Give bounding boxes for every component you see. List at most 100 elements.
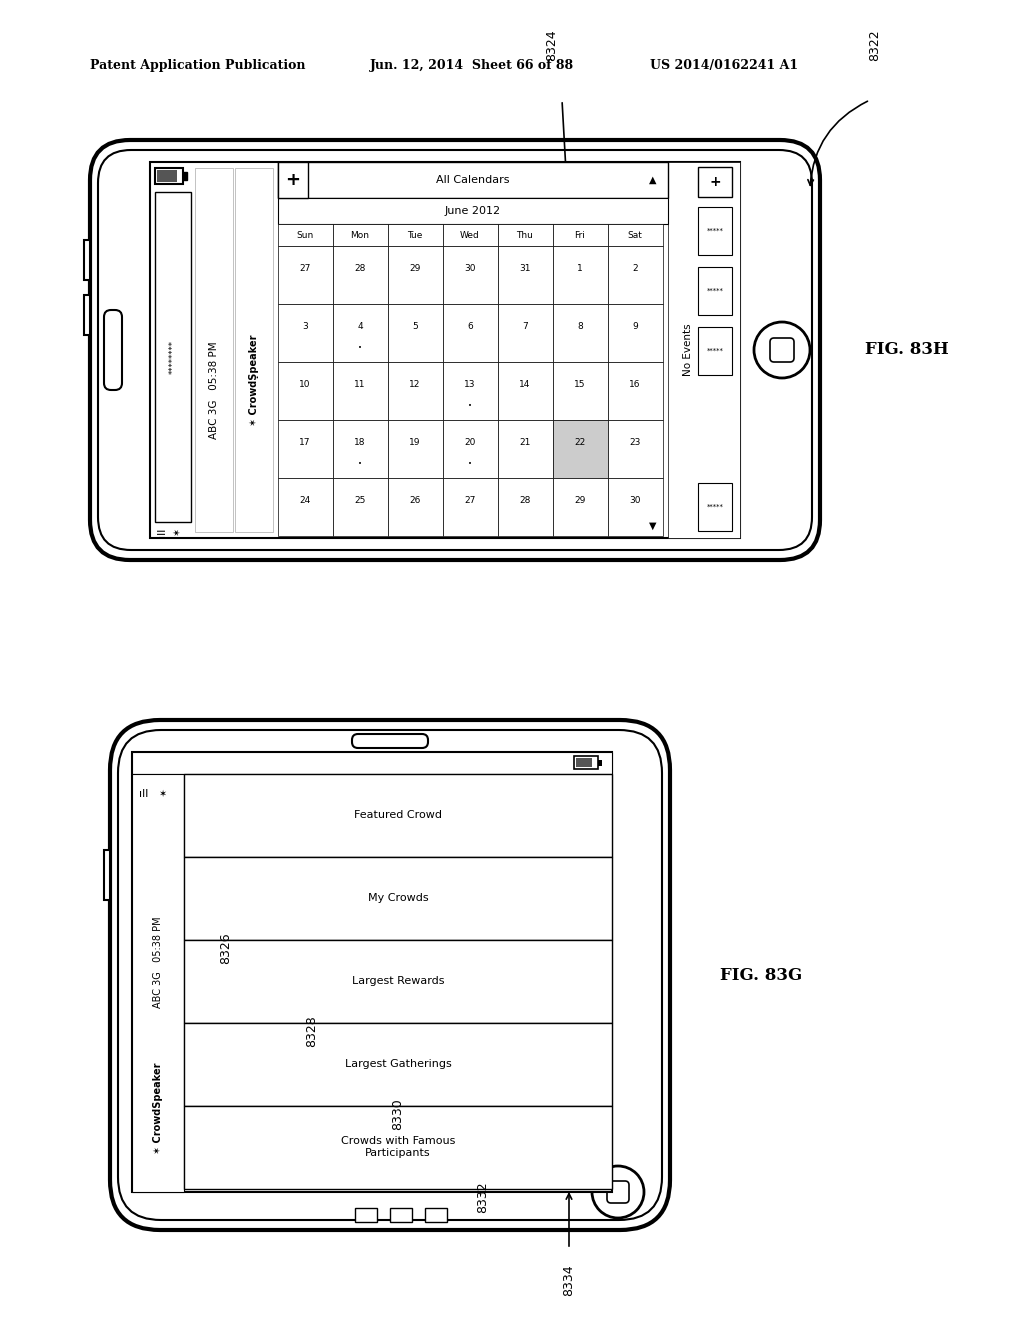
- Bar: [698, 483, 732, 531]
- Bar: [668, 162, 740, 539]
- Circle shape: [592, 1166, 644, 1218]
- Text: 8330: 8330: [391, 1098, 404, 1130]
- Bar: [333, 362, 388, 420]
- Text: *****: *****: [707, 348, 723, 354]
- Bar: [195, 168, 233, 532]
- Text: FIG. 83H: FIG. 83H: [865, 342, 949, 359]
- Bar: [698, 168, 732, 197]
- Text: •: •: [358, 345, 362, 351]
- Text: 13: 13: [464, 380, 476, 388]
- Bar: [278, 162, 668, 198]
- Text: 30: 30: [464, 264, 476, 272]
- Bar: [575, 758, 592, 767]
- Text: Fri: Fri: [574, 231, 586, 239]
- Bar: [278, 224, 333, 246]
- FancyBboxPatch shape: [118, 730, 662, 1220]
- Text: 24: 24: [299, 495, 310, 504]
- FancyBboxPatch shape: [770, 338, 794, 362]
- Text: 8324: 8324: [546, 29, 558, 61]
- Bar: [388, 478, 443, 536]
- Text: 1: 1: [578, 264, 583, 272]
- Text: Jun. 12, 2014  Sheet 66 of 88: Jun. 12, 2014 Sheet 66 of 88: [370, 58, 574, 71]
- Bar: [698, 267, 732, 315]
- Bar: [443, 304, 498, 362]
- Bar: [278, 478, 333, 536]
- Text: 8332: 8332: [476, 1181, 489, 1213]
- Text: 8334: 8334: [562, 1265, 575, 1296]
- Text: •: •: [468, 461, 472, 466]
- Text: Patent Application Publication: Patent Application Publication: [90, 58, 305, 71]
- Text: Tue: Tue: [408, 231, 423, 239]
- Text: ✶ CrowdṢpeaker: ✶ CrowdṢpeaker: [249, 334, 259, 426]
- Bar: [150, 162, 740, 539]
- Text: 5: 5: [412, 322, 418, 330]
- Bar: [553, 304, 608, 362]
- Text: ABC 3G   05:38 PM: ABC 3G 05:38 PM: [209, 341, 219, 438]
- Bar: [184, 1023, 612, 1106]
- Bar: [498, 420, 553, 478]
- Bar: [155, 191, 191, 521]
- Text: 10: 10: [299, 380, 310, 388]
- Bar: [608, 304, 663, 362]
- Bar: [278, 420, 333, 478]
- Bar: [553, 224, 608, 246]
- Bar: [498, 478, 553, 536]
- Text: Sat: Sat: [628, 231, 642, 239]
- Text: 14: 14: [519, 380, 530, 388]
- Text: 8322: 8322: [868, 29, 882, 61]
- Bar: [553, 362, 608, 420]
- Bar: [184, 1106, 612, 1189]
- Text: Largest Gatherings: Largest Gatherings: [345, 1059, 452, 1069]
- Text: 27: 27: [464, 495, 476, 504]
- Bar: [553, 420, 608, 478]
- FancyBboxPatch shape: [352, 734, 428, 748]
- Text: ✶ CrowdSpeaker: ✶ CrowdSpeaker: [153, 1063, 163, 1154]
- Text: 21: 21: [519, 437, 530, 446]
- Text: 27: 27: [299, 264, 310, 272]
- Text: *****: *****: [707, 504, 723, 510]
- Bar: [278, 362, 333, 420]
- Bar: [443, 362, 498, 420]
- Text: ********: ********: [169, 341, 177, 374]
- Bar: [553, 478, 608, 536]
- Bar: [498, 304, 553, 362]
- Text: Crowds with Famous
Participants: Crowds with Famous Participants: [341, 1137, 456, 1158]
- Bar: [608, 478, 663, 536]
- Bar: [184, 940, 612, 1023]
- FancyBboxPatch shape: [90, 140, 820, 560]
- Text: *****: *****: [707, 228, 723, 234]
- Text: 6: 6: [467, 322, 473, 330]
- Bar: [388, 246, 443, 304]
- Text: June 2012: June 2012: [445, 206, 501, 216]
- Text: 8328: 8328: [305, 1015, 318, 1047]
- Bar: [333, 478, 388, 536]
- Text: 9: 9: [632, 322, 638, 330]
- Text: 25: 25: [354, 495, 366, 504]
- Bar: [443, 478, 498, 536]
- Text: 18: 18: [354, 437, 366, 446]
- Bar: [84, 294, 90, 335]
- Text: ▲: ▲: [649, 176, 656, 185]
- Text: •: •: [468, 403, 472, 408]
- Bar: [132, 752, 612, 1192]
- Bar: [388, 420, 443, 478]
- Bar: [278, 246, 333, 304]
- Bar: [608, 246, 663, 304]
- Bar: [157, 170, 177, 182]
- Bar: [443, 246, 498, 304]
- Bar: [234, 168, 273, 532]
- Bar: [498, 246, 553, 304]
- Bar: [333, 246, 388, 304]
- Bar: [553, 246, 608, 304]
- Text: 4: 4: [357, 322, 362, 330]
- Text: Featured Crowd: Featured Crowd: [354, 810, 442, 820]
- Text: US 2014/0162241 A1: US 2014/0162241 A1: [650, 58, 798, 71]
- Bar: [132, 752, 612, 774]
- Bar: [155, 168, 183, 183]
- Text: 15: 15: [574, 380, 586, 388]
- Text: 3: 3: [302, 322, 308, 330]
- Text: 28: 28: [354, 264, 366, 272]
- Bar: [183, 172, 187, 180]
- Bar: [390, 1208, 412, 1222]
- Bar: [498, 362, 553, 420]
